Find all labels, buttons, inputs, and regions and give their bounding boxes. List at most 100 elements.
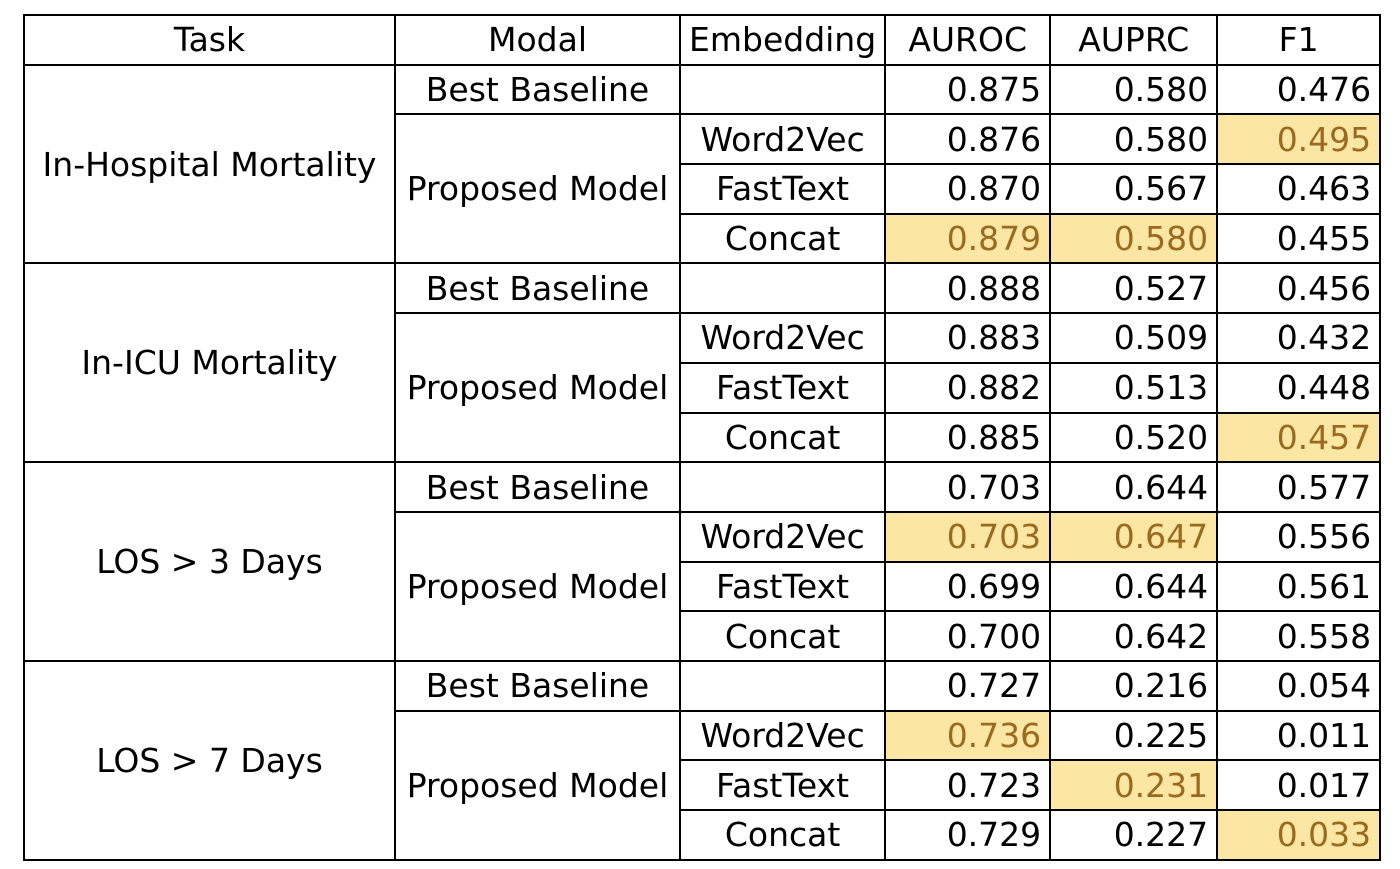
header-row: Task Modal Embedding AUROC AUPRC F1 xyxy=(23,14,1382,66)
embedding-cell: Word2Vec xyxy=(678,312,887,364)
value-cell: 0.455 xyxy=(1216,212,1382,265)
embedding-cell: Word2Vec xyxy=(678,510,887,563)
table-row: Concat 0.879 0.580 0.455 xyxy=(24,212,1382,265)
value-cell: 0.727 xyxy=(884,659,1052,712)
value-cell: 0.231 xyxy=(1049,759,1219,811)
task-cell: In-ICU Mortality xyxy=(23,262,396,464)
header-auprc: AUPRC xyxy=(1049,14,1219,66)
value-cell: 0.216 xyxy=(1049,659,1219,712)
header-modal: Modal xyxy=(394,14,681,66)
value-cell: 0.870 xyxy=(884,163,1052,215)
header-auroc: AUROC xyxy=(884,14,1052,66)
table-row: LOS > 3 Days Best Baseline 0.703 0.644 0.577 xyxy=(23,461,1382,662)
embedding-cell: Word2Vec xyxy=(678,709,887,762)
table-row: Proposed Model Word2Vec 0.703 0.647 0.556 xyxy=(24,510,1382,662)
value-cell: 0.580 xyxy=(1049,113,1219,166)
modal-cell: Best Baseline xyxy=(394,63,681,116)
table-row: Concat 0.700 0.642 0.558 xyxy=(24,610,1382,662)
embedding-cell: FastText xyxy=(678,759,887,811)
embedding-cell: FastText xyxy=(678,560,887,613)
embedding-cell xyxy=(678,63,887,116)
table-row: FastText 0.870 0.567 0.463 xyxy=(24,163,1382,215)
value-cell: 0.879 xyxy=(884,212,1052,265)
modal-cell: Best Baseline xyxy=(394,262,681,315)
value-cell: 0.227 xyxy=(1049,809,1219,861)
value-cell: 0.558 xyxy=(1216,610,1382,662)
value-cell: 0.642 xyxy=(1049,610,1219,662)
value-cell: 0.520 xyxy=(1049,411,1219,464)
value-cell: 0.699 xyxy=(884,560,1052,613)
embedding-cell xyxy=(678,262,887,315)
modal-cell: Proposed Model xyxy=(394,113,681,265)
value-cell: 0.527 xyxy=(1049,262,1219,315)
embedding-cell: Word2Vec xyxy=(678,113,887,166)
table-body: In-Hospital Mortality Best Baseline 0.875 0… xyxy=(23,63,1382,861)
value-cell: 0.885 xyxy=(884,411,1052,464)
value-cell: 0.513 xyxy=(1049,361,1219,414)
embedding-cell: Concat xyxy=(678,809,887,861)
embedding-cell: Concat xyxy=(678,212,887,265)
value-cell: 0.644 xyxy=(1049,560,1219,613)
task-cell: In-Hospital Mortality xyxy=(23,63,396,265)
value-cell: 0.495 xyxy=(1216,113,1382,166)
value-cell: 0.509 xyxy=(1049,312,1219,364)
table-row: Proposed Model Word2Vec 0.876 0.580 0.495 xyxy=(24,113,1382,265)
table-row: Proposed Model Word2Vec 0.736 0.225 0.011 xyxy=(24,709,1382,861)
header-f1: F1 xyxy=(1216,14,1382,66)
task-cell: LOS > 3 Days xyxy=(23,461,396,662)
value-cell: 0.875 xyxy=(884,63,1052,116)
value-cell: 0.567 xyxy=(1049,163,1219,215)
value-cell: 0.577 xyxy=(1216,461,1382,513)
value-cell: 0.723 xyxy=(884,759,1052,811)
value-cell: 0.054 xyxy=(1216,659,1382,712)
value-cell: 0.448 xyxy=(1216,361,1382,414)
table-row: Concat 0.729 0.227 0.033 xyxy=(24,809,1382,861)
value-cell: 0.476 xyxy=(1216,63,1382,116)
header-task: Task xyxy=(23,14,396,66)
value-cell: 0.883 xyxy=(884,312,1052,364)
embedding-cell xyxy=(678,659,887,712)
task-cell: LOS > 7 Days xyxy=(23,659,396,861)
value-cell: 0.225 xyxy=(1049,709,1219,762)
table-row: FastText 0.882 0.513 0.448 xyxy=(24,361,1382,414)
modal-cell: Best Baseline xyxy=(394,461,681,513)
value-cell: 0.647 xyxy=(1049,510,1219,563)
value-cell: 0.703 xyxy=(884,510,1052,563)
value-cell: 0.580 xyxy=(1049,63,1219,116)
value-cell: 0.700 xyxy=(884,610,1052,662)
table-row: In-Hospital Mortality Best Baseline 0.875 0… xyxy=(23,63,1382,265)
modal-cell: Proposed Model xyxy=(394,510,681,662)
value-cell: 0.876 xyxy=(884,113,1052,166)
value-cell: 0.457 xyxy=(1216,411,1382,464)
value-cell: 0.736 xyxy=(884,709,1052,762)
value-cell: 0.456 xyxy=(1216,262,1382,315)
embedding-cell xyxy=(678,461,887,513)
value-cell: 0.888 xyxy=(884,262,1052,315)
table-row: In-ICU Mortality Best Baseline 0.888 0.527 0… xyxy=(23,262,1382,464)
header-embedding: Embedding xyxy=(678,14,887,66)
table-row: FastText 0.699 0.644 0.561 xyxy=(24,560,1382,613)
value-cell: 0.644 xyxy=(1049,461,1219,513)
embedding-cell: Concat xyxy=(678,411,887,464)
embedding-cell: Concat xyxy=(678,610,887,662)
value-cell: 0.703 xyxy=(884,461,1052,513)
table-row: Proposed Model Word2Vec 0.883 0.509 0.432 xyxy=(24,312,1382,464)
value-cell: 0.011 xyxy=(1216,709,1382,762)
value-cell: 0.882 xyxy=(884,361,1052,414)
results-table: Task Modal Embedding AUROC AUPRC F1 In-H… xyxy=(23,14,1382,861)
modal-cell: Proposed Model xyxy=(394,709,681,861)
embedding-cell: FastText xyxy=(678,361,887,414)
table-row: Concat 0.885 0.520 0.457 xyxy=(24,411,1382,464)
value-cell: 0.017 xyxy=(1216,759,1382,811)
value-cell: 0.556 xyxy=(1216,510,1382,563)
value-cell: 0.561 xyxy=(1216,560,1382,613)
value-cell: 0.729 xyxy=(884,809,1052,861)
modal-cell: Best Baseline xyxy=(394,659,681,712)
table-row: FastText 0.723 0.231 0.017 xyxy=(24,759,1382,811)
embedding-cell: FastText xyxy=(678,163,887,215)
table-row: LOS > 7 Days Best Baseline 0.727 0.216 0.054 xyxy=(23,659,1382,861)
value-cell: 0.432 xyxy=(1216,312,1382,364)
value-cell: 0.580 xyxy=(1049,212,1219,265)
value-cell: 0.463 xyxy=(1216,163,1382,215)
value-cell: 0.033 xyxy=(1216,809,1382,861)
